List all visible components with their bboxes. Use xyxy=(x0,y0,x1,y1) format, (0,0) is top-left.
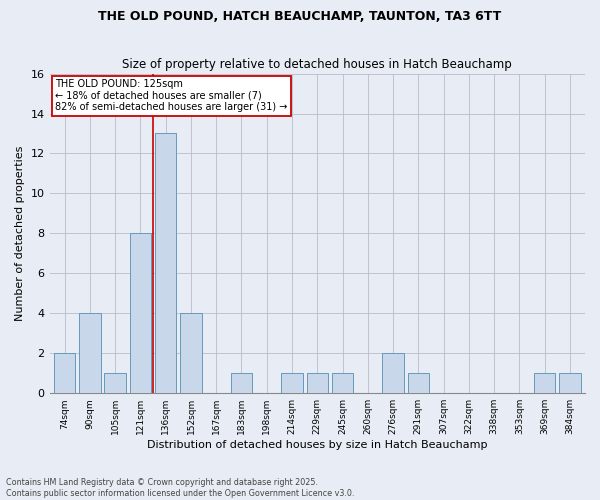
Bar xyxy=(307,373,328,393)
X-axis label: Distribution of detached houses by size in Hatch Beauchamp: Distribution of detached houses by size … xyxy=(147,440,488,450)
Title: Size of property relative to detached houses in Hatch Beauchamp: Size of property relative to detached ho… xyxy=(122,58,512,71)
Y-axis label: Number of detached properties: Number of detached properties xyxy=(15,146,25,321)
Text: THE OLD POUND, HATCH BEAUCHAMP, TAUNTON, TA3 6TT: THE OLD POUND, HATCH BEAUCHAMP, TAUNTON,… xyxy=(98,10,502,23)
Bar xyxy=(104,373,126,393)
Bar xyxy=(534,373,556,393)
Text: THE OLD POUND: 125sqm
← 18% of detached houses are smaller (7)
82% of semi-detac: THE OLD POUND: 125sqm ← 18% of detached … xyxy=(55,79,287,112)
Bar xyxy=(130,234,151,393)
Bar xyxy=(281,373,303,393)
Bar xyxy=(332,373,353,393)
Bar xyxy=(231,373,252,393)
Text: Contains HM Land Registry data © Crown copyright and database right 2025.
Contai: Contains HM Land Registry data © Crown c… xyxy=(6,478,355,498)
Bar xyxy=(382,354,404,393)
Bar xyxy=(79,314,101,393)
Bar xyxy=(407,373,429,393)
Bar xyxy=(155,134,176,393)
Bar xyxy=(180,314,202,393)
Bar xyxy=(559,373,581,393)
Bar xyxy=(54,354,76,393)
